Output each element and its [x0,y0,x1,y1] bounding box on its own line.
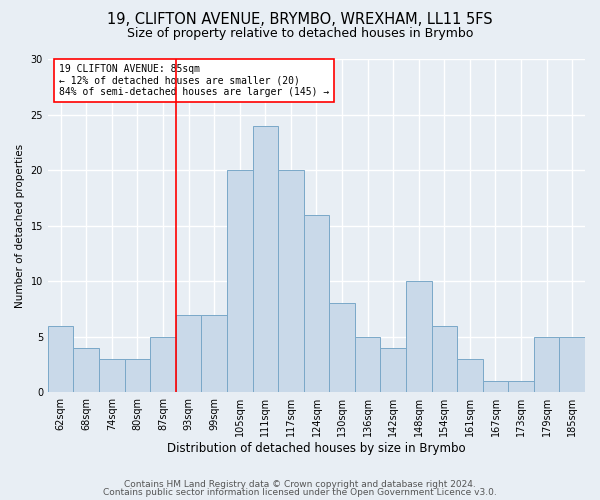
Bar [329,304,355,392]
Bar [99,359,125,392]
Bar [508,381,534,392]
Bar [406,281,431,392]
Bar [48,326,73,392]
X-axis label: Distribution of detached houses by size in Brymbo: Distribution of detached houses by size … [167,442,466,455]
Bar [227,170,253,392]
Bar [534,337,559,392]
Bar [431,326,457,392]
Bar [355,337,380,392]
Bar [150,337,176,392]
Bar [380,348,406,393]
Bar [176,314,202,392]
Bar [125,359,150,392]
Bar [304,214,329,392]
Bar [457,359,482,392]
Text: 19, CLIFTON AVENUE, BRYMBO, WREXHAM, LL11 5FS: 19, CLIFTON AVENUE, BRYMBO, WREXHAM, LL1… [107,12,493,28]
Bar [559,337,585,392]
Text: Size of property relative to detached houses in Brymbo: Size of property relative to detached ho… [127,28,473,40]
Text: 19 CLIFTON AVENUE: 85sqm
← 12% of detached houses are smaller (20)
84% of semi-d: 19 CLIFTON AVENUE: 85sqm ← 12% of detach… [59,64,329,97]
Text: Contains public sector information licensed under the Open Government Licence v3: Contains public sector information licen… [103,488,497,497]
Bar [278,170,304,392]
Bar [482,381,508,392]
Bar [202,314,227,392]
Y-axis label: Number of detached properties: Number of detached properties [15,144,25,308]
Text: Contains HM Land Registry data © Crown copyright and database right 2024.: Contains HM Land Registry data © Crown c… [124,480,476,489]
Bar [73,348,99,393]
Bar [253,126,278,392]
